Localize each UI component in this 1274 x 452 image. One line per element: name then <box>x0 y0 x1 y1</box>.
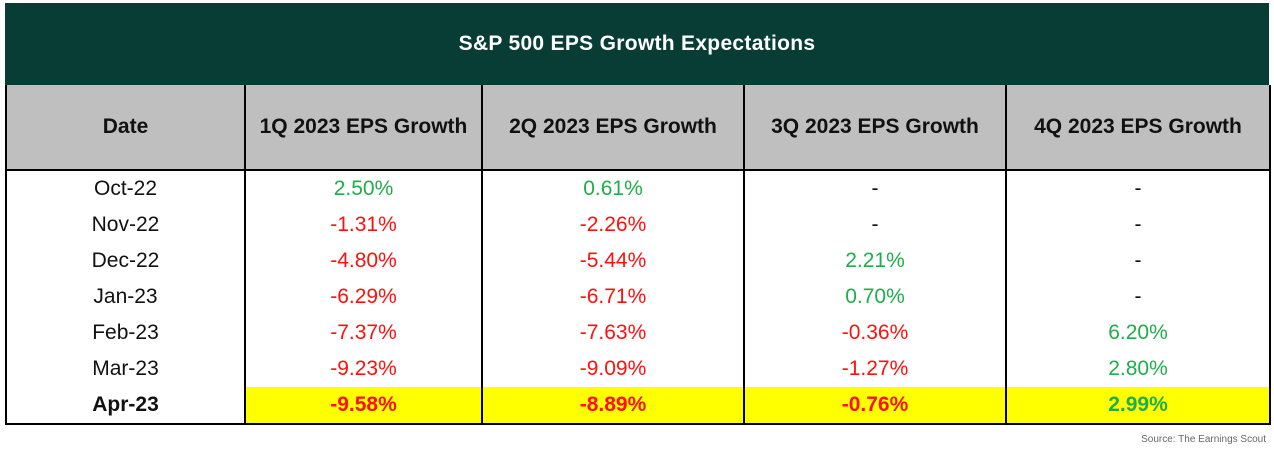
date-cell: Oct-22 <box>5 170 246 207</box>
eps-growth-cell: - <box>1005 170 1271 207</box>
eps-growth-cell: -9.23% <box>244 351 483 387</box>
table-row: Feb-23 -7.37% -7.63% -0.36% 6.20% <box>5 315 1271 351</box>
eps-growth-cell: -9.58% <box>244 387 483 424</box>
eps-growth-cell: -4.80% <box>244 243 483 279</box>
eps-growth-cell: -1.31% <box>244 207 483 243</box>
eps-growth-cell: -7.63% <box>481 315 745 351</box>
eps-growth-cell: -5.44% <box>481 243 745 279</box>
table-row: Nov-22 -1.31% -2.26% - - <box>5 207 1271 243</box>
eps-table-container: S&P 500 EPS Growth Expectations Date 1Q 2… <box>5 3 1271 425</box>
table-row: Jan-23 -6.29% -6.71% 0.70% - <box>5 279 1271 315</box>
eps-growth-cell: -9.09% <box>481 351 745 387</box>
column-header: 1Q 2023 EPS Growth <box>244 85 483 171</box>
table-row: Mar-23 -9.23% -9.09% -1.27% 2.80% <box>5 351 1271 387</box>
eps-growth-cell: - <box>1005 243 1271 279</box>
eps-growth-cell: -0.36% <box>743 315 1007 351</box>
eps-growth-cell: -0.76% <box>743 387 1007 424</box>
eps-growth-cell: - <box>1005 207 1271 243</box>
eps-growth-cell: 0.61% <box>481 170 745 207</box>
eps-table: Date 1Q 2023 EPS Growth 2Q 2023 EPS Growth… <box>5 85 1271 425</box>
eps-growth-cell: - <box>1005 279 1271 315</box>
table-row: Dec-22 -4.80% -5.44% 2.21% - <box>5 243 1271 279</box>
table-row: Oct-22 2.50% 0.61% - - <box>5 170 1271 207</box>
eps-growth-cell: -8.89% <box>481 387 745 424</box>
date-cell: Apr-23 <box>5 387 246 424</box>
eps-growth-cell: 2.21% <box>743 243 1007 279</box>
eps-growth-cell: 2.50% <box>244 170 483 207</box>
date-cell: Feb-23 <box>5 315 246 351</box>
eps-growth-cell: -6.71% <box>481 279 745 315</box>
date-cell: Dec-22 <box>5 243 246 279</box>
source-note: Source: The Earnings Scout <box>1141 434 1266 445</box>
eps-growth-cell: -2.26% <box>481 207 745 243</box>
column-header: 4Q 2023 EPS Growth <box>1005 85 1271 171</box>
eps-growth-cell: - <box>743 207 1007 243</box>
eps-growth-cell: 2.80% <box>1005 351 1271 387</box>
date-cell: Jan-23 <box>5 279 246 315</box>
eps-growth-cell: -7.37% <box>244 315 483 351</box>
date-cell: Mar-23 <box>5 351 246 387</box>
header-row: Date 1Q 2023 EPS Growth 2Q 2023 EPS Growth… <box>5 85 1271 171</box>
table-row: Apr-23 -9.58% -8.89% -0.76% 2.99% <box>5 387 1271 424</box>
column-header: 2Q 2023 EPS Growth <box>481 85 745 171</box>
eps-growth-cell: - <box>743 170 1007 207</box>
column-header: Date <box>5 85 246 171</box>
column-header: 3Q 2023 EPS Growth <box>743 85 1007 171</box>
eps-growth-cell: 2.99% <box>1005 387 1271 424</box>
eps-growth-cell: 6.20% <box>1005 315 1271 351</box>
eps-growth-cell: -1.27% <box>743 351 1007 387</box>
eps-growth-cell: -6.29% <box>244 279 483 315</box>
date-cell: Nov-22 <box>5 207 246 243</box>
eps-growth-cell: 0.70% <box>743 279 1007 315</box>
table-title: S&P 500 EPS Growth Expectations <box>5 3 1269 85</box>
